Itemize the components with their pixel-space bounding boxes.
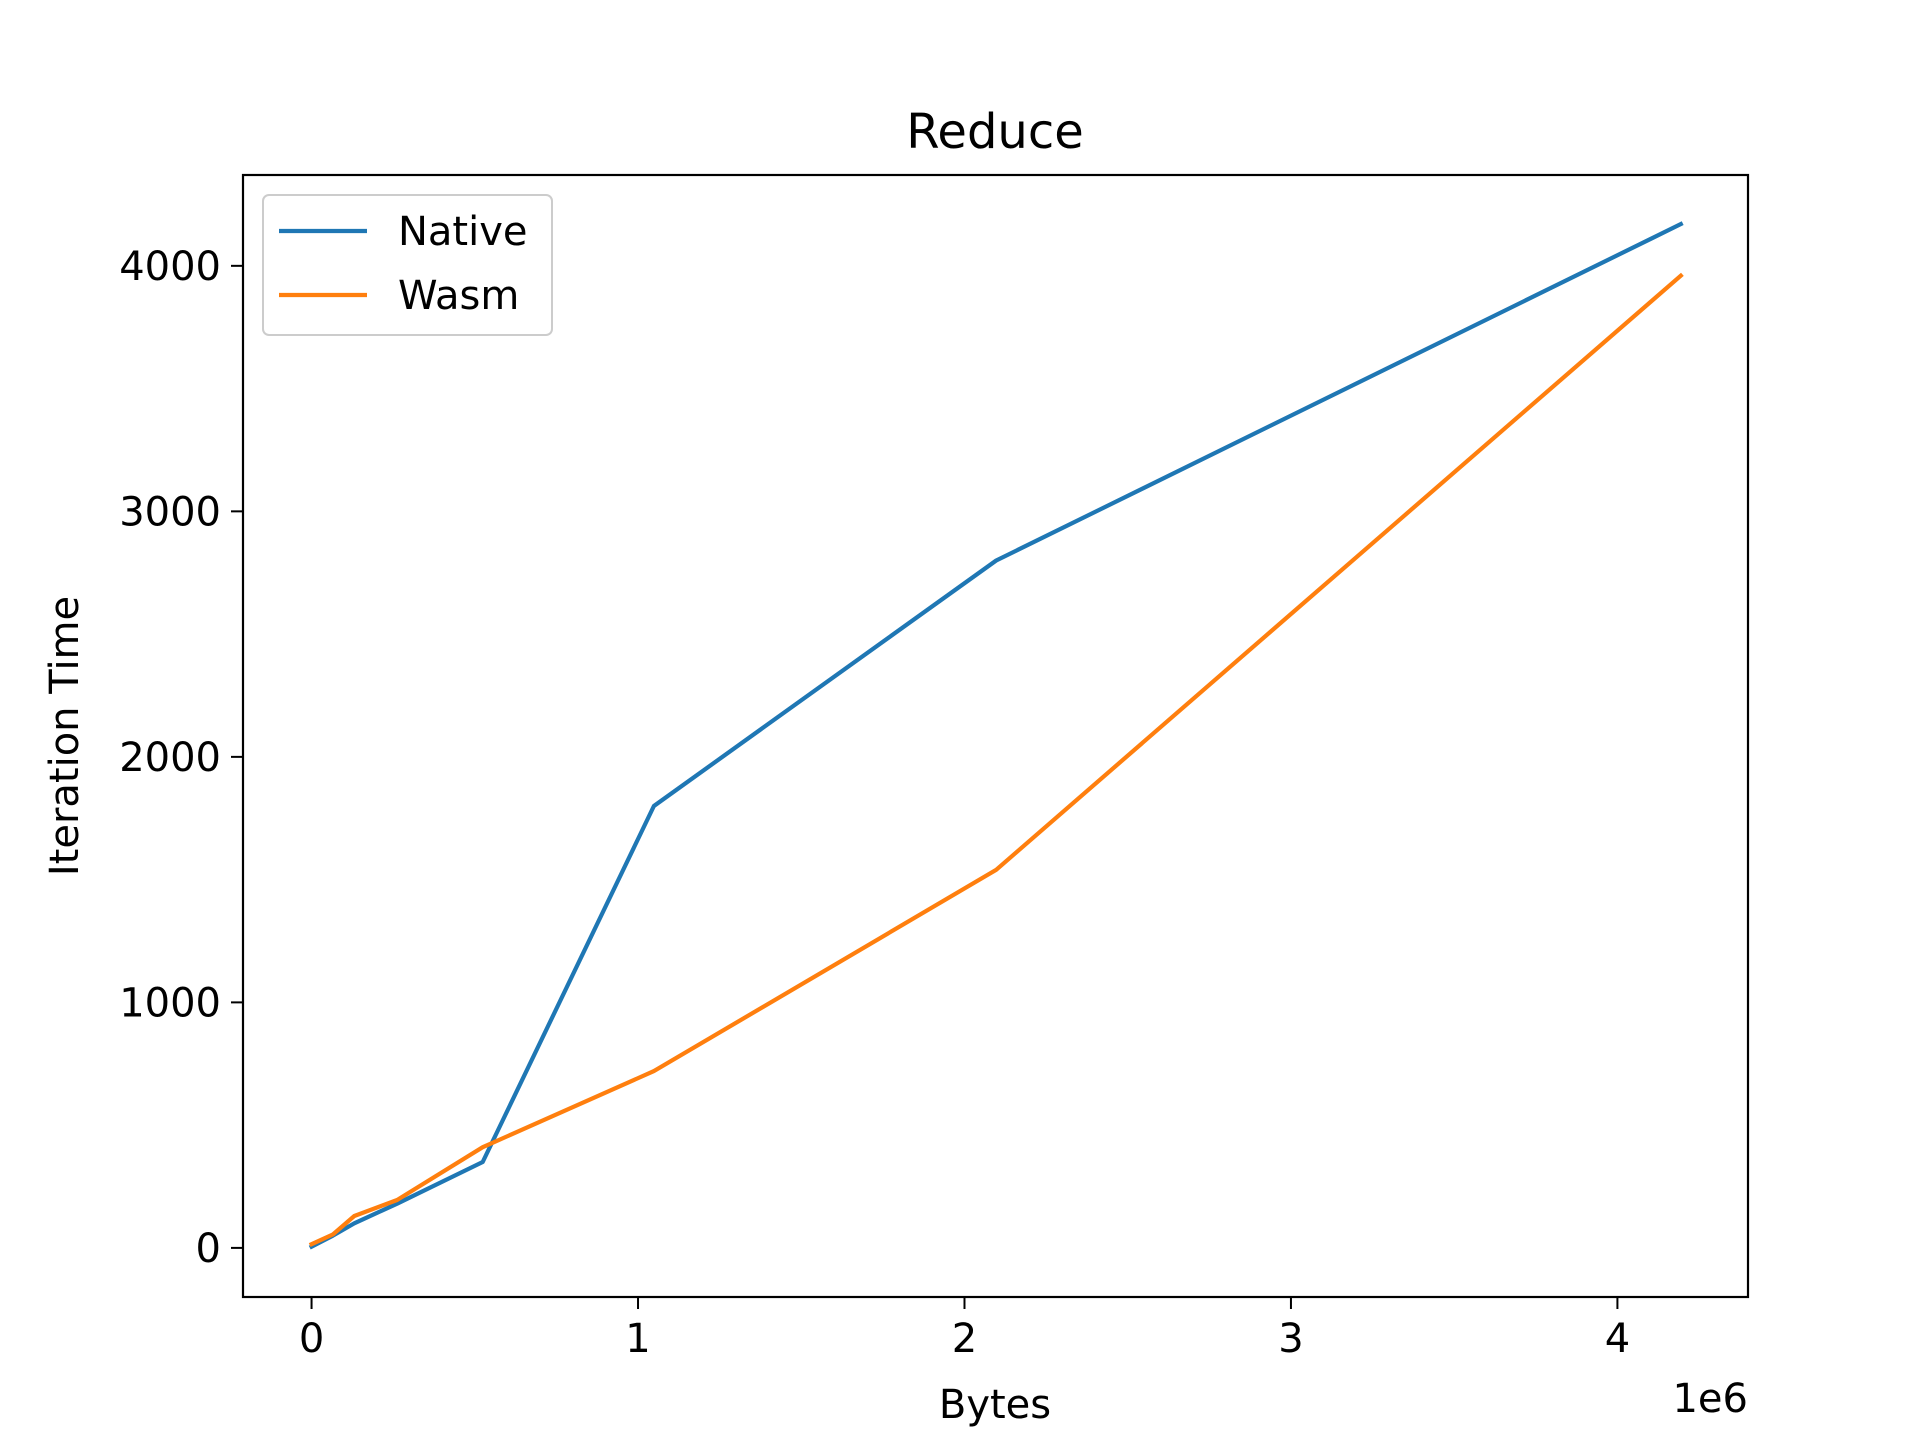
y-tick-label: 4000 (119, 244, 221, 290)
plot-frame (241, 173, 1750, 1299)
y-tick-label: 1000 (119, 980, 221, 1026)
y-axis-ticks: 0 1000 2000 3000 4000 (119, 244, 243, 1272)
y-tick-label: 0 (196, 1226, 221, 1272)
chart-title: Reduce (906, 104, 1084, 160)
x-axis-ticks: 0 1 2 3 4 (299, 1297, 1630, 1362)
y-tick-label: 3000 (119, 489, 221, 535)
legend-label-native: Native (398, 209, 528, 255)
x-tick-label: 2 (952, 1316, 977, 1362)
x-tick-label: 4 (1605, 1316, 1630, 1362)
x-tick-label: 1 (625, 1316, 650, 1362)
series-line-wasm (308, 272, 1684, 1247)
legend-entries: Native Wasm (279, 209, 528, 319)
y-tick-label: 2000 (119, 735, 221, 781)
x-tick-label: 3 (1278, 1316, 1303, 1362)
y-axis-label: Iteration Time (42, 596, 88, 876)
legend: Native Wasm (262, 194, 553, 336)
x-tick-label: 0 (299, 1316, 324, 1362)
legend-label-wasm: Wasm (398, 273, 519, 319)
series-layer (308, 221, 1684, 1250)
x-axis-label: Bytes (939, 1382, 1051, 1428)
x-axis-offset-label: 1e6 (1672, 1376, 1748, 1422)
